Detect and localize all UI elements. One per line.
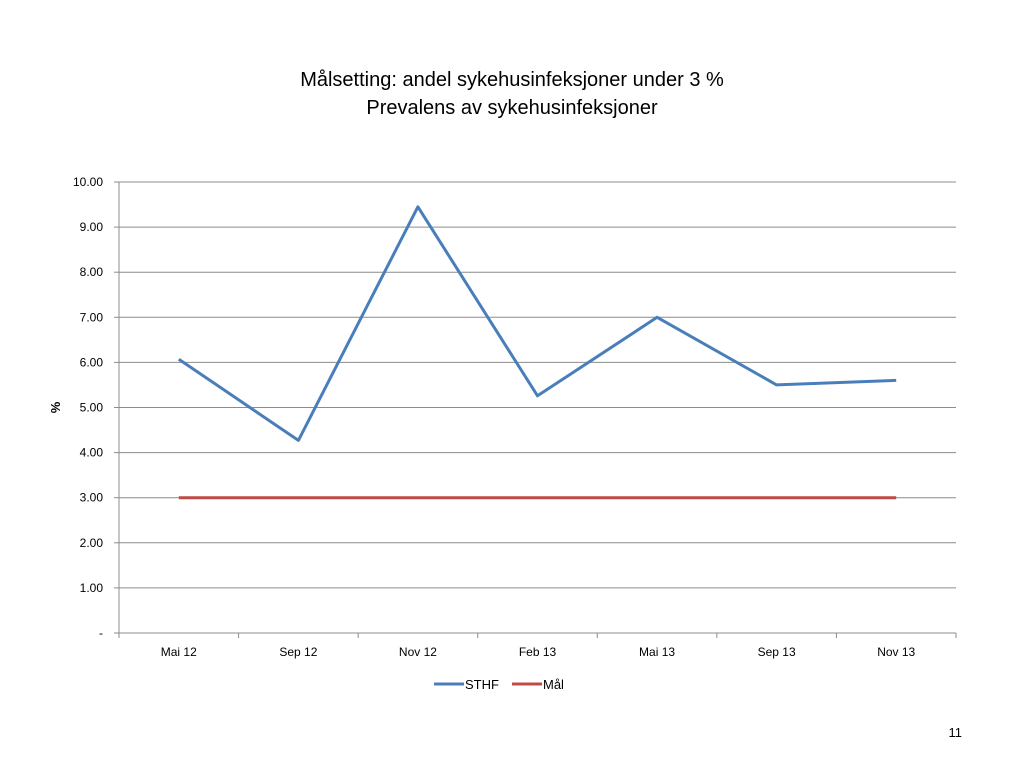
y-tick-label: 5.00 [80,401,104,415]
y-tick-label: 3.00 [80,491,104,505]
x-tick-label: Feb 13 [519,645,557,659]
y-tick-label: 9.00 [80,220,104,234]
y-axis-label: % [48,401,63,413]
page-number: 11 [948,725,963,740]
x-tick-label: Sep 12 [279,645,317,659]
y-tick-label: 1.00 [80,581,104,595]
series-line-sthf [177,205,897,442]
y-tick-label: 7.00 [80,310,104,324]
y-tick-label: 6.00 [80,355,104,369]
y-tick-label: 4.00 [80,446,104,460]
x-tick-labels: Mai 12 Sep 12 Nov 12 Feb 13 Mai 13 Sep 13 Nov … [161,645,916,659]
y-tick-label: 2.00 [80,536,104,550]
x-tick-label: Nov 13 [877,645,915,659]
legend-label: STHF [465,677,499,692]
legend: STHF Mål [434,677,564,692]
y-tick-labels: - 1.00 2.00 3.00 4.00 5.00 6.00 7.00 8.00 9.00 10.… [73,175,103,640]
chart-title: Målsetting: andel sykehusinfeksjoner und… [300,69,724,91]
y-tick-label: 8.00 [80,265,104,279]
chart-title-block: Målsetting: andel sykehusinfeksjoner und… [0,66,1024,122]
legend-label: Mål [543,677,564,692]
chart-subtitle: Prevalens av sykehusinfeksjoner [366,97,658,119]
x-tick-label: Mai 13 [639,645,675,659]
x-tick-label: Mai 12 [161,645,197,659]
x-tick-label: Sep 13 [758,645,796,659]
y-tick-label: 10.00 [73,175,103,189]
series-lines [177,205,897,500]
y-tick-label: - [99,626,103,640]
x-tick-label: Nov 12 [399,645,437,659]
gridlines [119,181,956,589]
axes [114,181,957,638]
